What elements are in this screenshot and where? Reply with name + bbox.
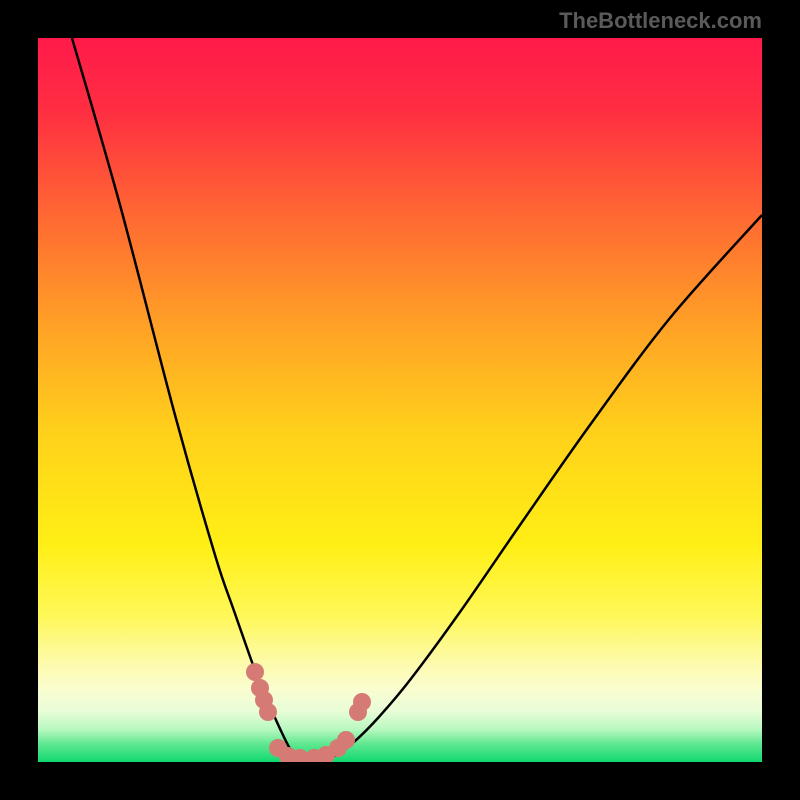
gradient-background (38, 38, 762, 762)
chart-plot-area (38, 38, 762, 762)
data-marker (259, 703, 277, 721)
watermark-text: TheBottleneck.com (559, 8, 762, 34)
chart-svg (38, 38, 762, 762)
data-marker (246, 663, 264, 681)
data-marker (353, 693, 371, 711)
data-marker (337, 731, 355, 749)
